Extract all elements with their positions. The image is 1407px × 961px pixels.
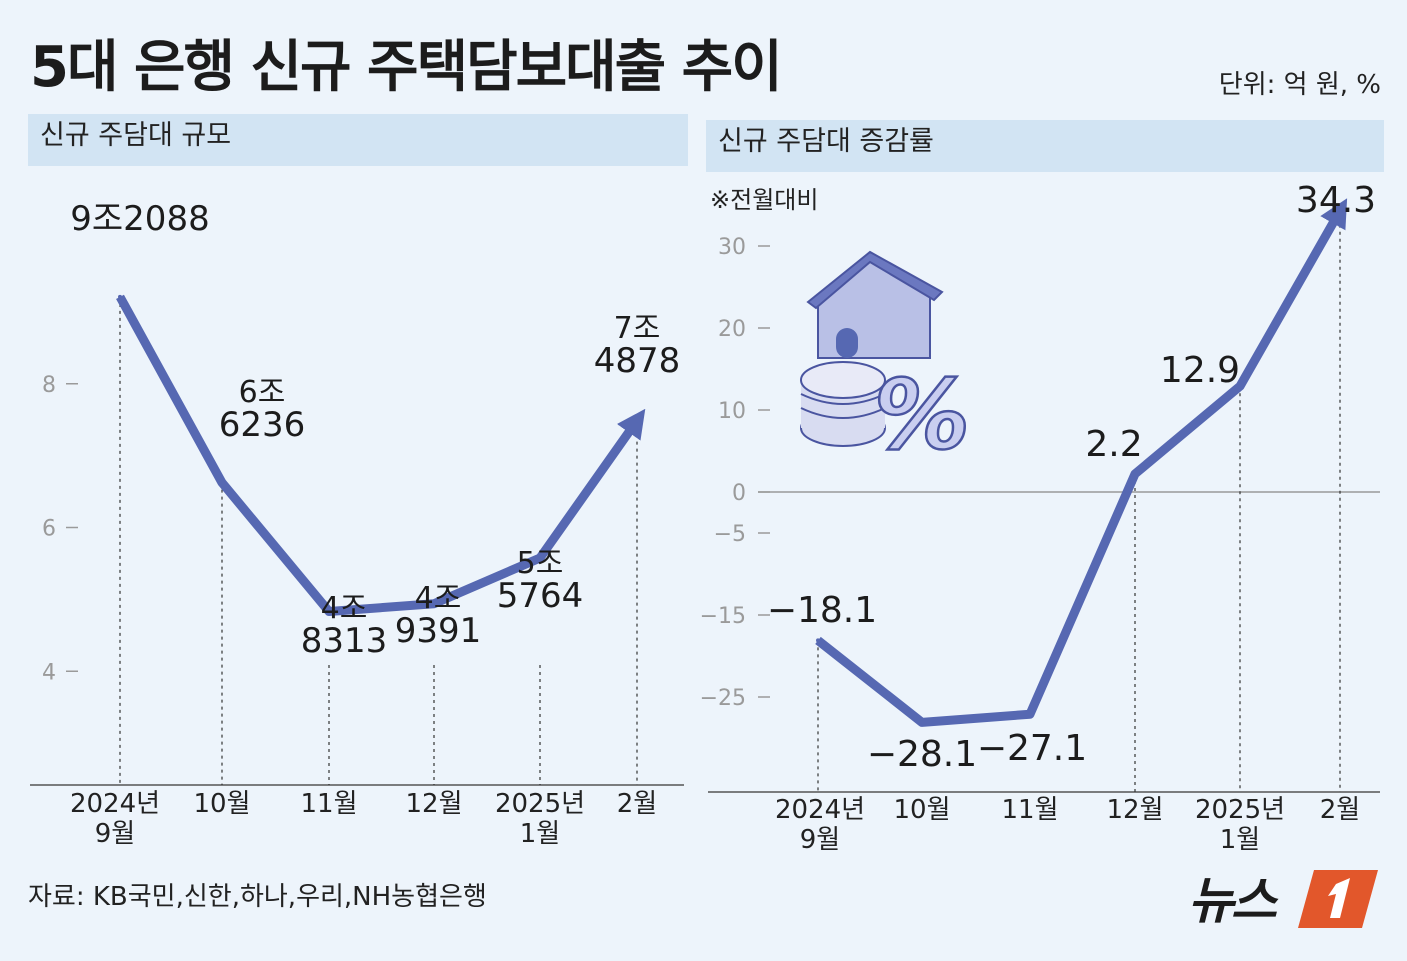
right-data-point: [1338, 208, 1342, 213]
right-data-point: [1028, 712, 1032, 717]
left-x-tick-label: 1월: [520, 819, 560, 849]
left-x-tick-label: 2025년: [495, 789, 585, 819]
news1-logo: 뉴스: [1188, 870, 1378, 930]
house-coin-percent-icon: %: [800, 250, 971, 472]
right-y-tick-label: 10: [718, 399, 746, 424]
right-y-tick-label: 30: [718, 235, 746, 260]
right-panel-title: 신규 주담대 증감률: [706, 120, 1384, 172]
left-data-point: [538, 555, 542, 560]
right-y-tick-label: −15: [700, 604, 746, 629]
left-data-point: [327, 609, 331, 614]
right-x-tick-label: 11월: [1001, 795, 1058, 825]
source-note: 자료: KB국민,신한,하나,우리,NH농협은행: [28, 882, 487, 912]
left-x-tick-label: 12월: [405, 789, 462, 819]
left-x-tick-label: 9월: [95, 819, 135, 849]
right-y-tick-label: 20: [718, 317, 746, 342]
right-x-tick-label: 2025년: [1195, 795, 1285, 825]
left-value-label: 4조: [415, 581, 462, 616]
right-value-label: −27.1: [977, 728, 1087, 769]
right-x-tick-label: 2024년: [775, 795, 865, 825]
left-x-tick-label: 10월: [193, 789, 250, 819]
right-x-tick-label: 9월: [800, 825, 840, 855]
left-value-label: 4878: [594, 341, 681, 381]
right-value-label: 2.2: [1085, 424, 1142, 465]
left-value-label: 4조: [321, 591, 368, 626]
left-value-label: 6236: [219, 405, 306, 445]
left-x-tick-label: 2024년: [70, 789, 160, 819]
right-value-label: −18.1: [767, 590, 877, 631]
left-value-label: 6조: [239, 375, 286, 410]
left-y-tick-label: 4: [42, 660, 56, 685]
left-data-point: [432, 601, 436, 606]
right-data-point: [920, 720, 924, 725]
right-value-label: 34.3: [1296, 180, 1376, 221]
right-x-tick-label: 10월: [893, 795, 950, 825]
left-data-point: [118, 294, 122, 299]
left-value-label: 9391: [395, 611, 482, 651]
left-data-point: [635, 418, 639, 423]
right-x-tick-label: 12월: [1106, 795, 1163, 825]
left-value-label: 9조2088: [70, 199, 209, 239]
left-value-label: 7조: [614, 311, 661, 346]
right-series-line: [815, 198, 1348, 727]
chart-title: 5대 은행 신규 주택담보대출 추이: [30, 35, 783, 100]
right-data-point: [816, 638, 820, 643]
right-y-tick-label: −25: [700, 686, 746, 711]
right-x-tick-label: 2월: [1320, 795, 1360, 825]
right-x-tick-label: 1월: [1220, 825, 1260, 855]
left-y-tick-label: 6: [42, 517, 56, 542]
left-x-tick-label: 11월: [300, 789, 357, 819]
right-value-label: 12.9: [1160, 350, 1240, 391]
logo-numeral: [1328, 878, 1350, 918]
svg-text:%: %: [874, 359, 970, 471]
left-series-line: [116, 294, 646, 616]
right-data-point: [1133, 471, 1137, 476]
left-value-label: 5764: [497, 576, 584, 616]
left-value-label: 8313: [301, 621, 388, 661]
left-value-label: 5조: [517, 546, 564, 581]
logo-wordmark: 뉴스: [1188, 872, 1279, 930]
left-x-tick-label: 2월: [617, 789, 657, 819]
left-y-tick-label: 8: [42, 373, 56, 398]
left-data-point: [220, 480, 224, 485]
right-y-tick-label: 0: [732, 481, 746, 506]
left-panel-title: 신규 주담대 규모: [28, 114, 688, 166]
right-y-tick-label: −5: [714, 522, 746, 547]
right-data-point: [1238, 384, 1242, 389]
right-value-label: −28.1: [867, 734, 977, 775]
unit-label: 단위: 억 원, %: [1218, 70, 1381, 100]
mom-note: ※전월대비: [710, 186, 819, 214]
